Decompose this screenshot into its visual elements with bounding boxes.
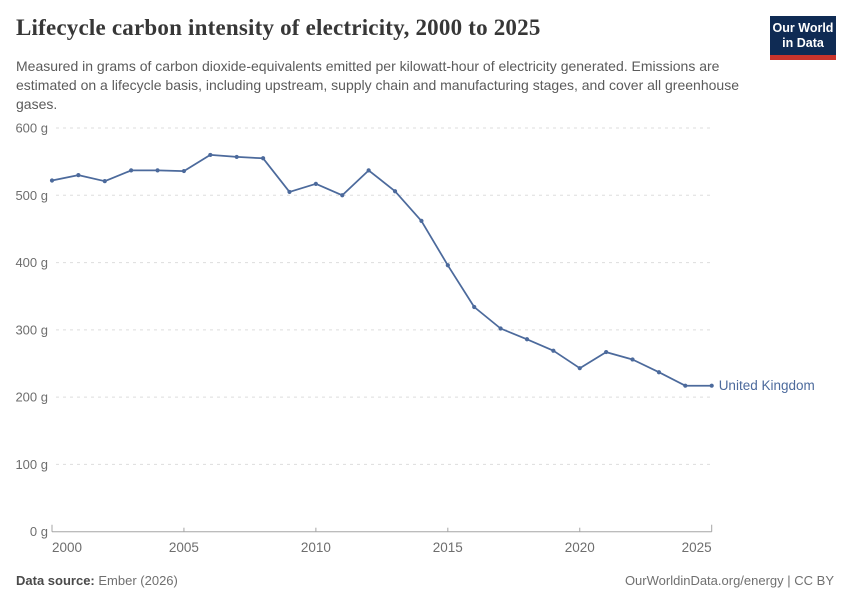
data-point-2011 [340, 193, 345, 198]
x-axis-tick-label: 2010 [301, 540, 331, 555]
data-point-2003 [129, 168, 134, 173]
credit-line: OurWorldinData.org/energy | CC BY [624, 573, 834, 588]
data-point-2014 [419, 218, 424, 223]
data-source-value: Ember (2026) [98, 573, 178, 588]
data-point-2021 [604, 349, 609, 355]
chart-title: Lifecycle carbon intensity of electricit… [16, 15, 541, 40]
data-source: Data source: Ember (2026) [16, 573, 178, 588]
series-end-label: United Kingdom [719, 378, 815, 393]
y-axis-tick-label: 100 g [15, 457, 48, 472]
data-point-2001 [76, 172, 81, 178]
data-point-2002 [102, 179, 107, 184]
data-point-2020 [577, 366, 582, 371]
data-point-2018 [524, 337, 530, 342]
data-point-2009 [287, 189, 292, 195]
data-point-2019 [551, 348, 556, 353]
data-point-2006 [208, 152, 213, 158]
data-point-2010 [313, 181, 318, 186]
data-point-2024 [683, 383, 688, 388]
data-point-2022 [630, 357, 635, 362]
owid-logo-line1: Our World [772, 21, 834, 35]
uk-series-line [51, 154, 713, 387]
data-point-2004 [155, 168, 160, 173]
line-chart-svg: 0 g 100 g 200 g 300 g 400 g 500 g 600 g 2000 200… [15, 121, 815, 556]
x-axis-tick-label: 2020 [565, 540, 595, 555]
data-point-2012 [366, 168, 371, 173]
data-point-2023 [656, 370, 662, 375]
data-point-2016 [472, 304, 477, 310]
data-point-2008 [261, 156, 266, 161]
data-point-2015 [445, 263, 450, 268]
data-point-2000 [49, 178, 55, 183]
data-point-2013 [392, 189, 398, 194]
y-axis-tick-label: 400 g [15, 255, 48, 270]
x-axis-tick-label: 2005 [169, 540, 199, 555]
data-point-2007 [234, 154, 239, 160]
x-axis-tick-label: 2000 [52, 540, 82, 555]
data-source-label: Data source: [16, 573, 95, 588]
data-point-2025 [709, 383, 714, 388]
chart-footer: Data source: Ember (2026) OurWorldinData… [16, 573, 834, 588]
y-axis-tick-label: 500 g [15, 188, 48, 203]
y-axis-tick-label: 200 g [15, 390, 48, 405]
x-axis-tick-label: 2015 [433, 540, 463, 555]
data-point-2005 [181, 168, 187, 174]
y-axis-tick-label: 300 g [15, 322, 48, 337]
owid-logo: Our World in Data [770, 16, 836, 60]
x-axis-tick-label: 2025 [682, 540, 712, 555]
y-axis-tick-label: 0 g [30, 524, 48, 539]
data-point-2017 [498, 326, 503, 331]
y-axis-tick-label: 600 g [15, 121, 48, 136]
owid-logo-line2: in Data [782, 36, 824, 50]
chart-subtitle: Measured in grams of carbon dioxide-equi… [16, 58, 739, 112]
